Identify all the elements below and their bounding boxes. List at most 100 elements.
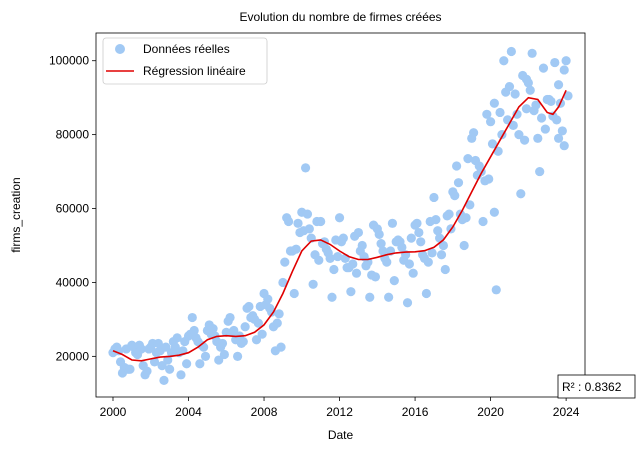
data-point: [546, 96, 556, 106]
data-point: [365, 292, 375, 302]
data-point: [293, 218, 303, 228]
data-point: [563, 91, 573, 101]
x-tick-label: 2016: [402, 405, 429, 419]
data-point: [559, 141, 569, 151]
data-point: [289, 288, 299, 299]
data-point: [489, 207, 499, 217]
data-point: [461, 213, 471, 223]
data-point: [316, 216, 326, 227]
data-point: [414, 227, 424, 238]
data-point: [376, 239, 386, 249]
data-point: [253, 318, 263, 328]
data-point: [353, 227, 364, 238]
data-point: [199, 342, 209, 352]
data-point: [535, 166, 545, 177]
x-tick-label: 2008: [251, 405, 278, 419]
regression-series: [112, 89, 567, 362]
data-point: [429, 192, 439, 203]
data-point: [329, 264, 339, 275]
data-point: [525, 85, 535, 95]
data-point: [408, 268, 418, 278]
y-tick-label: 20000: [56, 349, 90, 363]
x-tick-label: 2012: [326, 405, 353, 419]
data-point: [463, 154, 473, 164]
data-point: [521, 104, 532, 114]
data-point: [527, 48, 537, 58]
legend-label-scatter: Données réelles: [143, 42, 230, 56]
data-point: [436, 250, 447, 260]
y-tick-label: 80000: [56, 128, 90, 142]
data-point: [280, 257, 290, 267]
data-point: [125, 364, 135, 374]
data-point: [433, 226, 443, 236]
data-point: [238, 336, 248, 347]
data-point: [276, 342, 286, 352]
data-point: [489, 98, 499, 108]
data-point: [283, 216, 294, 227]
data-point: [348, 259, 358, 269]
data-point: [404, 259, 415, 269]
data-point: [219, 349, 229, 360]
data-point: [550, 57, 560, 68]
y-tick-label: 40000: [56, 275, 90, 289]
data-point: [149, 357, 160, 367]
data-point: [233, 351, 243, 361]
data-point: [421, 288, 432, 299]
data-point: [214, 355, 224, 365]
scatter-series: [108, 46, 573, 385]
data-point: [553, 80, 564, 90]
data-point: [159, 375, 169, 385]
data-point: [225, 312, 235, 323]
legend-scatter-marker: [115, 44, 125, 54]
y-axis-label: firms_creation: [9, 177, 23, 252]
data-point: [334, 213, 345, 223]
data-point: [444, 209, 454, 219]
data-point: [412, 218, 422, 228]
data-point: [142, 366, 152, 376]
data-point: [427, 248, 437, 258]
data-point: [495, 107, 505, 118]
data-point: [559, 65, 569, 75]
data-point: [263, 294, 273, 304]
data-point: [325, 253, 335, 264]
x-tick-label: 2004: [175, 405, 202, 419]
data-point: [499, 56, 509, 66]
data-point: [382, 257, 392, 267]
data-point: [304, 224, 314, 234]
data-point: [485, 117, 496, 127]
data-point: [531, 100, 541, 110]
data-point: [561, 56, 571, 66]
data-point: [189, 325, 199, 336]
data-point: [453, 178, 464, 188]
plot-frame: [95, 32, 586, 398]
data-point: [161, 342, 171, 352]
x-axis: 2000 2004 2008 2012 2016 2020 2024: [100, 397, 580, 419]
data-point: [176, 370, 186, 380]
data-point: [217, 338, 228, 349]
data-point: [465, 200, 475, 210]
y-tick-label: 100000: [49, 54, 89, 68]
data-point: [459, 240, 469, 251]
data-point: [346, 287, 356, 297]
legend: Données réelles Régression linéaire: [102, 37, 268, 85]
data-point: [272, 318, 282, 328]
x-tick-label: 2024: [553, 405, 580, 419]
chart-title: Evolution du nombre de firmes créées: [239, 10, 441, 24]
data-point: [378, 246, 388, 256]
x-tick-label: 2020: [477, 405, 504, 419]
y-axis: 20000 40000 60000 80000 100000: [49, 54, 96, 363]
data-point: [440, 264, 450, 275]
data-point: [484, 174, 494, 184]
data-point: [504, 81, 515, 92]
data-point: [387, 218, 398, 228]
data-point: [165, 364, 175, 374]
data-point: [338, 233, 348, 243]
data-point: [487, 139, 498, 149]
data-point: [157, 360, 167, 371]
data-point: [333, 251, 343, 262]
data-point: [257, 329, 267, 339]
data-point: [491, 285, 501, 295]
data-point: [406, 233, 416, 243]
data-point: [508, 120, 518, 130]
